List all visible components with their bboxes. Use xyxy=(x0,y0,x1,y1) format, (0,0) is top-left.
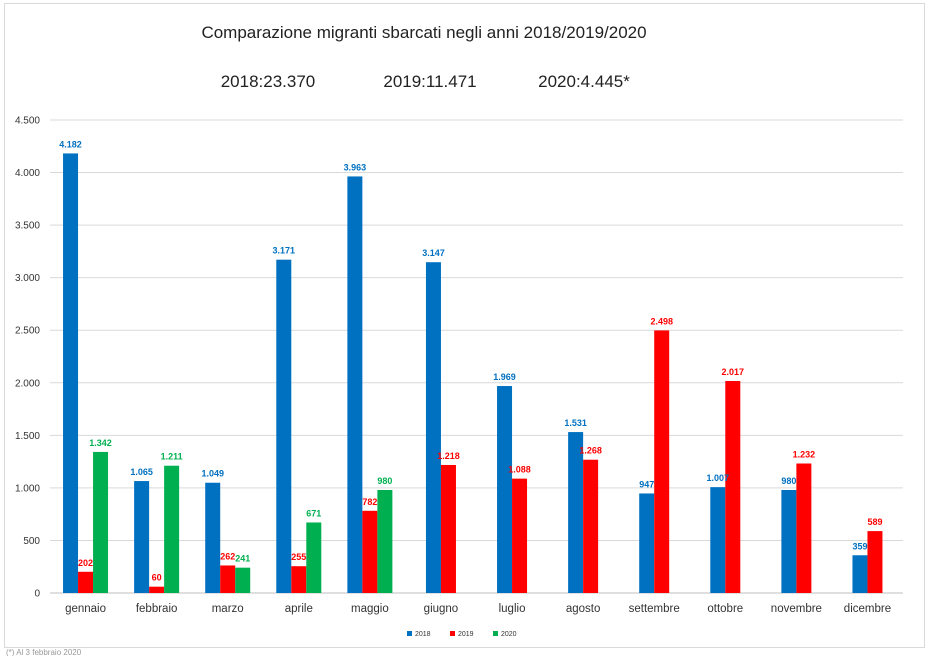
legend-swatch-2019 xyxy=(450,631,455,636)
y-tick-label: 2.500 xyxy=(15,326,40,337)
bar-2018-ottobre xyxy=(710,487,726,593)
total-2020: 2020:4.445* xyxy=(538,72,630,91)
bar-2018-maggio xyxy=(347,176,363,593)
data-label-2020-febbraio: 1.211 xyxy=(161,452,183,462)
bar-2018-novembre xyxy=(781,489,797,593)
data-label-2018-giugno: 3.147 xyxy=(422,248,445,258)
bar-2019-maggio xyxy=(362,510,378,593)
y-axis: 0 500 1.000 1.500 2.000 2.500 3.000 3.500 4.000 4… xyxy=(15,116,40,600)
x-tick-label-gennaio: gennaio xyxy=(65,603,106,615)
bar-2018-dicembre xyxy=(852,555,868,593)
bar-2018-giugno xyxy=(425,262,441,593)
y-tick-label: 0 xyxy=(34,589,40,600)
x-tick-label-giugno: giugno xyxy=(424,603,459,615)
bar-2019-dicembre xyxy=(867,531,883,593)
x-tick-label-aprile: aprile xyxy=(285,603,313,615)
x-tick-label-marzo: marzo xyxy=(212,603,244,615)
data-label-2018-maggio: 3.963 xyxy=(344,162,367,172)
data-label-2018-agosto: 1.531 xyxy=(564,418,587,428)
data-label-2019-marzo: 262 xyxy=(220,551,235,561)
y-tick-label: 3.000 xyxy=(15,273,40,284)
legend-label-2019: 2019 xyxy=(458,631,474,638)
bars xyxy=(63,153,883,593)
data-label-2018-dicembre: 359 xyxy=(852,541,867,551)
bar-2018-agosto xyxy=(568,432,584,593)
data-label-2020-maggio: 980 xyxy=(377,476,392,486)
y-tick-label: 4.500 xyxy=(15,116,40,127)
legend-label-2018: 2018 xyxy=(415,631,431,638)
data-label-2020-aprile: 671 xyxy=(306,508,321,518)
x-axis: gennaio febbraio marzo aprile maggio giugno lu… xyxy=(65,603,891,615)
y-tick-label: 1.500 xyxy=(15,431,40,442)
bar-2018-settembre xyxy=(639,493,655,593)
bar-2018-luglio xyxy=(497,386,513,593)
data-label-2018-novembre: 980 xyxy=(781,476,796,486)
y-tick-label: 500 xyxy=(23,536,40,547)
data-label-2019-ottobre: 2.017 xyxy=(722,367,745,377)
data-labels: 4.182 202 1.342 1.065 60 1.211 1.049 262 241 3.17… xyxy=(59,139,882,582)
bar-2020-febbraio xyxy=(164,465,180,593)
bar-2019-febbraio xyxy=(149,586,165,593)
x-tick-label-luglio: luglio xyxy=(499,603,526,615)
data-label-2018-gennaio: 4.182 xyxy=(59,139,82,149)
x-tick-label-maggio: maggio xyxy=(351,603,389,615)
bar-2020-gennaio xyxy=(93,451,109,593)
data-label-2018-luglio: 1.969 xyxy=(493,372,516,382)
data-label-2018-settembre: 947 xyxy=(639,479,654,489)
bar-2019-ottobre xyxy=(725,380,741,593)
data-label-2019-febbraio: 60 xyxy=(152,573,162,583)
bar-2020-marzo xyxy=(235,567,251,593)
data-label-2019-aprile: 255 xyxy=(291,552,306,562)
x-tick-label-dicembre: dicembre xyxy=(844,603,891,615)
x-tick-label-ottobre: ottobre xyxy=(707,603,743,615)
bar-2019-settembre xyxy=(654,330,670,593)
data-label-2019-agosto: 1.268 xyxy=(579,446,602,456)
legend-label-2020: 2020 xyxy=(501,631,517,638)
y-tick-label: 1.000 xyxy=(15,483,40,494)
x-tick-label-novembre: novembre xyxy=(771,603,822,615)
bar-2018-febbraio xyxy=(134,481,150,593)
bar-2019-marzo xyxy=(220,565,236,593)
chart-title: Comparazione migranti sbarcati negli ann… xyxy=(201,23,646,42)
bar-2018-aprile xyxy=(276,259,292,593)
bar-2019-aprile xyxy=(291,566,307,593)
data-label-2018-aprile: 3.171 xyxy=(273,246,296,256)
data-label-2019-gennaio: 202 xyxy=(78,558,93,568)
bar-2019-agosto xyxy=(583,459,599,593)
legend: 2018 2019 2020 xyxy=(407,631,517,638)
x-tick-label-settembre: settembre xyxy=(629,603,680,615)
data-label-2019-novembre: 1.232 xyxy=(793,450,816,460)
bar-2020-maggio xyxy=(377,489,393,593)
y-tick-label: 2.000 xyxy=(15,378,40,389)
data-label-2018-febbraio: 1.065 xyxy=(130,467,153,477)
gridlines xyxy=(50,119,903,594)
bar-2018-marzo xyxy=(205,482,221,593)
data-label-2018-marzo: 1.049 xyxy=(201,469,224,479)
data-label-2020-gennaio: 1.342 xyxy=(89,438,112,448)
bar-2018-gennaio xyxy=(63,153,79,593)
y-tick-label: 3.500 xyxy=(15,221,40,232)
bar-2019-luglio xyxy=(512,478,528,593)
data-label-2019-luglio: 1.088 xyxy=(508,465,531,475)
bar-2019-novembre xyxy=(796,463,812,593)
y-tick-label: 4.000 xyxy=(15,168,40,179)
legend-swatch-2018 xyxy=(407,631,412,636)
data-label-2019-maggio: 782 xyxy=(362,497,377,507)
bar-2019-gennaio xyxy=(78,571,94,593)
x-tick-label-febbraio: febbraio xyxy=(136,603,178,615)
footnote: (*) Al 3 febbraio 2020 xyxy=(6,648,82,656)
x-tick-label-agosto: agosto xyxy=(566,603,601,615)
bar-2019-giugno xyxy=(440,464,456,593)
total-2019: 2019:11.471 xyxy=(383,72,476,91)
bar-2020-aprile xyxy=(306,522,322,593)
legend-swatch-2020 xyxy=(493,631,498,636)
data-label-2019-giugno: 1.218 xyxy=(437,451,460,461)
data-label-2019-dicembre: 589 xyxy=(867,517,882,527)
data-label-2018-ottobre: 1.007 xyxy=(707,473,730,483)
data-label-2020-marzo: 241 xyxy=(235,554,250,564)
data-label-2019-settembre: 2.498 xyxy=(650,316,673,326)
total-2018: 2018:23.370 xyxy=(221,72,316,91)
